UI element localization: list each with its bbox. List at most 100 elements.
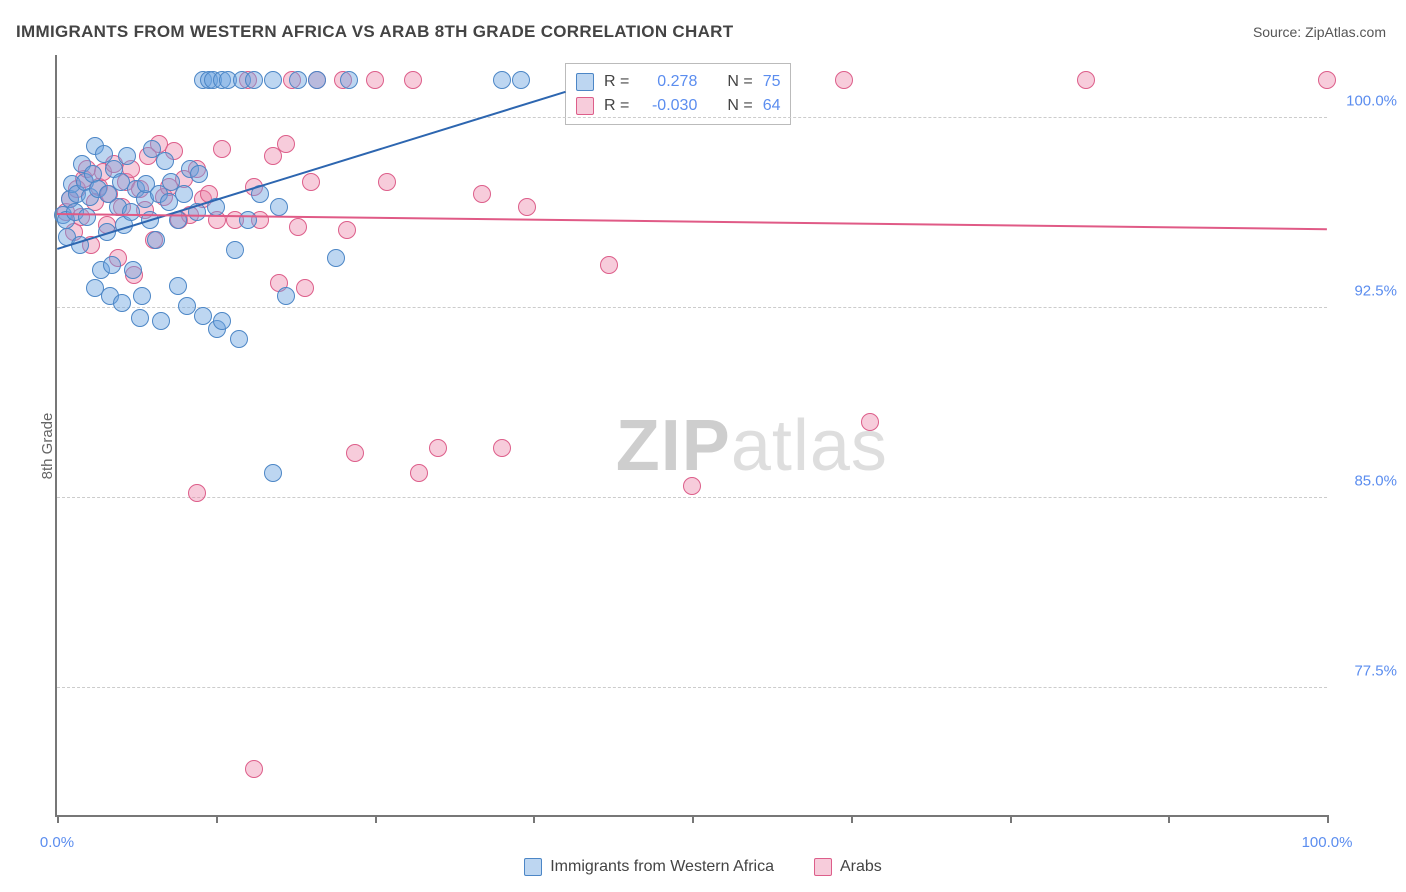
scatter-point-arabs <box>835 71 853 89</box>
scatter-point-arabs <box>296 279 314 297</box>
x-tick-mark <box>1010 815 1012 823</box>
stats-N-value: 64 <box>763 94 781 118</box>
scatter-point-wafrica <box>124 261 142 279</box>
legend-swatch <box>814 858 832 876</box>
scatter-point-arabs <box>346 444 364 462</box>
scatter-point-arabs <box>1077 71 1095 89</box>
scatter-point-wafrica <box>264 464 282 482</box>
source-attribution: Source: ZipAtlas.com <box>1253 24 1386 40</box>
scatter-point-arabs <box>429 439 447 457</box>
scatter-point-wafrica <box>113 294 131 312</box>
legend-label: Arabs <box>840 858 882 876</box>
scatter-point-wafrica <box>289 71 307 89</box>
x-tick-mark <box>216 815 218 823</box>
correlation-stats-box: R = 0.278 N = 75 R = -0.030 N = 64 <box>565 63 791 125</box>
scatter-point-wafrica <box>103 256 121 274</box>
scatter-point-arabs <box>410 464 428 482</box>
scatter-point-wafrica <box>178 297 196 315</box>
gridline-h <box>57 497 1327 498</box>
gridline-h <box>57 307 1327 308</box>
stats-N-label: N = <box>727 94 752 118</box>
scatter-point-wafrica <box>213 312 231 330</box>
x-tick-mark <box>692 815 694 823</box>
scatter-point-wafrica <box>340 71 358 89</box>
scatter-point-wafrica <box>226 241 244 259</box>
scatter-point-arabs <box>338 221 356 239</box>
scatter-point-arabs <box>213 140 231 158</box>
stats-row-wafrica: R = 0.278 N = 75 <box>576 70 780 94</box>
scatter-point-arabs <box>188 484 206 502</box>
scatter-point-arabs <box>404 71 422 89</box>
x-tick-mark <box>851 815 853 823</box>
x-tick-mark <box>1327 815 1329 823</box>
x-tick-label: 100.0% <box>1302 834 1353 851</box>
x-tick-label: 0.0% <box>40 834 74 851</box>
scatter-point-wafrica <box>190 165 208 183</box>
chart-title: IMMIGRANTS FROM WESTERN AFRICA VS ARAB 8… <box>16 22 733 42</box>
y-axis-label: 8th Grade <box>39 413 56 480</box>
scatter-point-wafrica <box>277 287 295 305</box>
stats-N-label: N = <box>727 70 752 94</box>
scatter-point-wafrica <box>239 211 257 229</box>
scatter-point-wafrica <box>493 71 511 89</box>
scatter-point-arabs <box>289 218 307 236</box>
scatter-point-wafrica <box>230 330 248 348</box>
scatter-point-wafrica <box>264 71 282 89</box>
stats-N-value: 75 <box>763 70 781 94</box>
scatter-point-wafrica <box>118 147 136 165</box>
scatter-point-arabs <box>493 439 511 457</box>
x-tick-mark <box>533 815 535 823</box>
scatter-point-arabs <box>600 256 618 274</box>
scatter-plot-area: ZIPatlas R =0.278N =75R =-0.030N =64 77.… <box>55 55 1327 817</box>
scatter-point-wafrica <box>156 152 174 170</box>
scatter-point-wafrica <box>131 309 149 327</box>
x-tick-mark <box>1168 815 1170 823</box>
scatter-point-arabs <box>378 173 396 191</box>
y-tick-label: 92.5% <box>1354 283 1397 300</box>
scatter-point-arabs <box>366 71 384 89</box>
gridline-h <box>57 687 1327 688</box>
watermark-bold: ZIP <box>616 406 731 486</box>
scatter-point-wafrica <box>308 71 326 89</box>
stats-R-value: 0.278 <box>639 70 697 94</box>
y-tick-label: 77.5% <box>1354 663 1397 680</box>
scatter-point-wafrica <box>133 287 151 305</box>
scatter-point-arabs <box>277 135 295 153</box>
bottom-legend: Immigrants from Western Africa Arabs <box>0 858 1406 876</box>
scatter-point-arabs <box>683 477 701 495</box>
x-tick-mark <box>375 815 377 823</box>
scatter-point-wafrica <box>122 203 140 221</box>
stats-R-value: -0.030 <box>639 94 697 118</box>
scatter-point-arabs <box>518 198 536 216</box>
scatter-point-wafrica <box>175 185 193 203</box>
legend-item-arabs[interactable]: Arabs <box>814 858 882 876</box>
scatter-point-arabs <box>473 185 491 203</box>
y-tick-label: 100.0% <box>1346 93 1397 110</box>
scatter-point-wafrica <box>152 312 170 330</box>
scatter-point-wafrica <box>78 208 96 226</box>
scatter-point-arabs <box>1318 71 1336 89</box>
scatter-point-wafrica <box>512 71 530 89</box>
scatter-point-arabs <box>861 413 879 431</box>
source-prefix: Source: <box>1253 24 1305 40</box>
stats-R-label: R = <box>604 94 629 118</box>
scatter-point-arabs <box>245 760 263 778</box>
scatter-point-wafrica <box>245 71 263 89</box>
scatter-point-wafrica <box>169 277 187 295</box>
stats-swatch <box>576 97 594 115</box>
scatter-point-wafrica <box>270 198 288 216</box>
legend-swatch <box>524 858 542 876</box>
gridline-h <box>57 117 1327 118</box>
watermark: ZIPatlas <box>616 405 888 487</box>
source-link[interactable]: ZipAtlas.com <box>1305 24 1386 40</box>
stats-swatch <box>576 73 594 91</box>
x-tick-mark <box>57 815 59 823</box>
scatter-point-wafrica <box>147 231 165 249</box>
stats-R-label: R = <box>604 70 629 94</box>
y-tick-label: 85.0% <box>1354 473 1397 490</box>
stats-row-arabs: R = -0.030 N = 64 <box>576 94 780 118</box>
scatter-point-wafrica <box>327 249 345 267</box>
legend-item-wafrica[interactable]: Immigrants from Western Africa <box>524 858 774 876</box>
legend-label: Immigrants from Western Africa <box>550 858 774 876</box>
scatter-point-arabs <box>302 173 320 191</box>
